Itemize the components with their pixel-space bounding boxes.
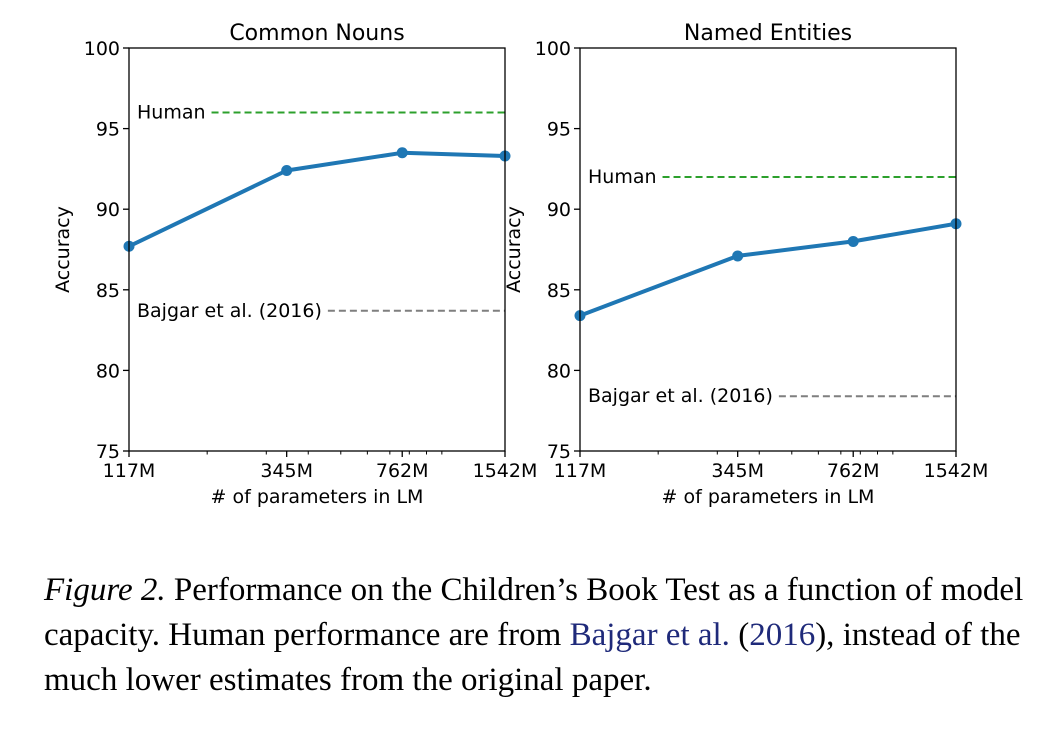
x-tick-label: 762M	[376, 460, 429, 482]
y-tick-label: 90	[547, 199, 571, 221]
x-axis-label: # of parameters in LM	[211, 486, 424, 508]
y-axis-label: Accuracy	[503, 206, 525, 293]
x-tick-label: 1542M	[473, 460, 538, 482]
y-tick-label: 75	[547, 441, 571, 463]
caption-citation-authors[interactable]: Bajgar et al.	[569, 617, 730, 653]
y-tick-label: 100	[535, 38, 571, 60]
caption-citation-close: ),	[815, 617, 835, 653]
data-point	[396, 147, 408, 159]
figure-charts: Human Bajgar et al. (2016) 75 80 85 90 95 100 11…	[52, 21, 988, 508]
y-axis-label: Accuracy	[52, 206, 74, 293]
series-line	[580, 221, 956, 318]
reference-label: Human	[137, 101, 206, 123]
x-axis-label: # of parameters in LM	[662, 486, 875, 508]
y-tick-label: 85	[96, 280, 120, 302]
y-tick-label: 100	[84, 38, 120, 60]
reference-label: Bajgar et al. (2016)	[588, 385, 773, 407]
axes-frame	[128, 47, 506, 452]
x-tick-label: 1542M	[924, 460, 989, 482]
y-tick-label: 80	[96, 360, 120, 382]
axes-frame	[579, 47, 957, 452]
reference-label: Bajgar et al. (2016)	[137, 300, 322, 322]
figure-caption: Figure 2. Performance on the Children’s …	[44, 568, 1024, 703]
chart-title: Common Nouns	[229, 21, 404, 46]
y-tick-label: 90	[96, 199, 120, 221]
caption-citation-open: (	[729, 617, 750, 653]
panel-common-nouns: Human Bajgar et al. (2016) 75 80 85 90 95 100 11…	[52, 21, 537, 508]
y-tick-label: 75	[96, 441, 120, 463]
data-point	[281, 165, 293, 177]
x-tick-label: 117M	[554, 460, 607, 482]
y-tick-label: 95	[96, 119, 120, 141]
data-point	[732, 250, 744, 262]
y-tick-label: 85	[547, 280, 571, 302]
series-line	[129, 150, 505, 249]
caption-figure-label: Figure 2.	[44, 572, 166, 608]
y-tick-label: 80	[547, 360, 571, 382]
panel-named-entities: Human Bajgar et al. (2016) 75 80 85 90 95 100 11…	[503, 21, 988, 508]
caption-citation-year[interactable]: 2016	[749, 617, 816, 653]
data-point	[847, 235, 859, 247]
chart-title: Named Entities	[684, 21, 852, 46]
x-tick-label: 345M	[260, 460, 313, 482]
caption-text-2: instead of the much lower estimates from…	[44, 617, 1021, 698]
x-tick-label: 117M	[103, 460, 156, 482]
y-tick-label: 95	[547, 119, 571, 141]
caption-text-1: Performance on the Children’s Book Test …	[44, 572, 1024, 653]
reference-label: Human	[588, 166, 657, 188]
x-tick-label: 762M	[827, 460, 880, 482]
x-tick-label: 345M	[711, 460, 764, 482]
